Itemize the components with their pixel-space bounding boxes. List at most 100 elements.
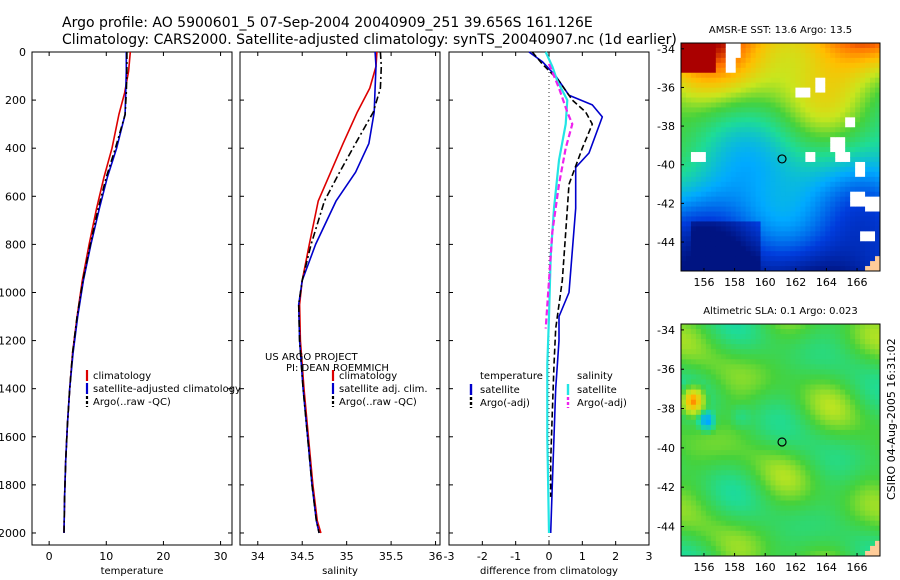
map-cell: [860, 236, 866, 242]
map-cell: [755, 384, 762, 390]
map-cell: [695, 344, 702, 350]
map-cell: [685, 324, 692, 330]
map-cell: [725, 475, 732, 481]
map-cell: [825, 480, 831, 486]
map-cell: [735, 161, 742, 168]
map-cell: [735, 424, 742, 431]
map-cell: [700, 434, 707, 441]
map-cell: [780, 520, 786, 527]
map-cell: [845, 389, 851, 396]
map-cell: [860, 445, 866, 451]
x-tick-label: -3: [444, 550, 455, 563]
map-cell: [735, 379, 742, 385]
map-cell: [765, 191, 771, 198]
map-cell: [700, 344, 707, 350]
map-cell: [780, 236, 786, 242]
map-cell: [850, 500, 856, 506]
map-cell: [745, 241, 752, 247]
map-cell: [870, 379, 876, 385]
y-tick-label: 800: [5, 238, 26, 251]
map-cell: [770, 67, 776, 74]
map-cell: [810, 440, 816, 446]
map-cell: [730, 97, 737, 103]
map-cell: [870, 161, 876, 168]
map-cell: [800, 530, 806, 537]
map-cell: [780, 147, 786, 153]
map-cell: [770, 221, 776, 227]
map-cell: [705, 399, 712, 406]
map-cell: [845, 344, 851, 350]
map-cell: [700, 324, 707, 330]
map-cell: [855, 211, 861, 217]
map-cell: [810, 43, 816, 49]
map-cell: [845, 465, 851, 471]
map-cell: [700, 339, 707, 345]
map-cell: [685, 226, 692, 232]
map-cell: [830, 450, 836, 456]
map-y-tick-label: -34: [657, 324, 675, 337]
map-cell: [785, 354, 791, 360]
map-cell: [775, 206, 781, 212]
map-cell: [835, 226, 841, 232]
map-cell: [765, 500, 771, 506]
map-cell: [800, 354, 806, 360]
map-cell: [695, 389, 702, 396]
map-cell: [780, 82, 786, 89]
map-cell: [705, 236, 712, 242]
map-cell: [710, 389, 717, 396]
map-cell: [800, 414, 806, 421]
map-cell: [681, 465, 687, 471]
map-cell: [775, 379, 781, 385]
map-cell: [690, 520, 697, 527]
series-line: [544, 51, 569, 534]
map-cell: [770, 470, 776, 476]
map-cell: [840, 206, 846, 212]
map-cell: [875, 384, 881, 390]
map-cell: [835, 196, 841, 203]
map-cell: [681, 480, 687, 486]
map-cell: [695, 166, 702, 173]
map-cell: [740, 485, 747, 491]
map-cell: [855, 67, 861, 74]
map-cell: [825, 450, 831, 456]
map-cell: [815, 47, 821, 54]
map-cell: [865, 77, 871, 84]
map-cell: [730, 419, 737, 426]
map-cell: [875, 152, 881, 158]
map-cell: [750, 545, 757, 552]
map-cell: [760, 196, 766, 203]
map-cell: [820, 540, 826, 547]
map-cell: [720, 535, 727, 542]
map-cell: [760, 525, 766, 532]
map-cell: [765, 470, 771, 476]
map-cell: [805, 344, 811, 350]
map-cell: [805, 404, 811, 411]
map-cell: [775, 495, 781, 501]
map-cell: [745, 261, 752, 267]
map-cell: [835, 127, 841, 133]
map-cell: [710, 374, 717, 380]
map-cell: [840, 201, 846, 207]
map-cell: [835, 424, 841, 431]
map-cell: [740, 399, 747, 406]
map-cell: [835, 82, 841, 89]
map-cell: [820, 404, 826, 411]
map-cell: [690, 191, 697, 198]
map-cell: [820, 460, 826, 466]
map-cell: [865, 525, 871, 532]
map-cell: [780, 364, 786, 370]
map-cell: [760, 107, 766, 113]
map-cell: [790, 142, 796, 148]
map-cell: [765, 324, 771, 330]
map-cell: [745, 77, 752, 84]
map-cell: [720, 142, 727, 148]
map-cell: [700, 334, 707, 340]
map-cell: [750, 460, 757, 466]
map-cell: [875, 434, 881, 441]
map-cell: [725, 261, 732, 267]
map-cell: [695, 246, 702, 252]
map-cell: [695, 455, 702, 461]
map-cell: [720, 92, 727, 98]
map-cell: [800, 67, 806, 74]
map-cell: [730, 226, 737, 232]
